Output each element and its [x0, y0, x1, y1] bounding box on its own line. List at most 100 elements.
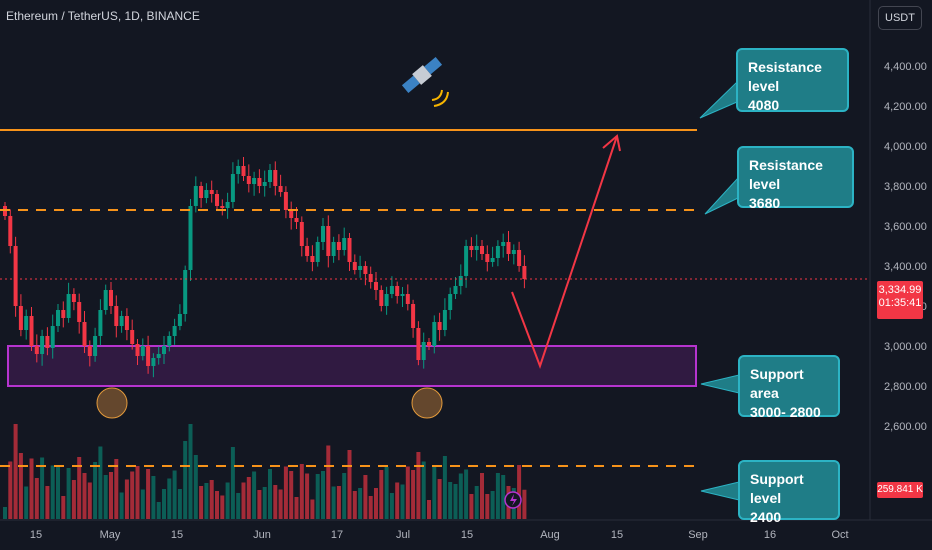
volume-bar — [336, 486, 341, 519]
volume-tag: 259.841 K — [877, 482, 923, 498]
volume-bar — [71, 480, 76, 519]
candle-body — [485, 254, 490, 262]
y-tick-label: 2,800.00 — [884, 381, 927, 393]
x-tick-label: Aug — [540, 529, 560, 541]
volume-bar — [135, 466, 140, 519]
volume-bar — [246, 477, 251, 519]
volume-bar — [411, 470, 416, 519]
candle-body — [262, 182, 267, 186]
candle-body — [458, 276, 463, 286]
candle-body — [511, 250, 516, 254]
y-tick-label: 2,600.00 — [884, 421, 927, 433]
candle-body — [289, 210, 294, 218]
volume-bar — [437, 479, 442, 519]
volume-bar — [93, 462, 98, 519]
volume-bar — [124, 479, 129, 519]
callout-resistance-3680[interactable]: Resistance level 3680 — [737, 146, 854, 211]
candle-body — [130, 330, 135, 344]
volume-bar — [77, 457, 82, 519]
y-tick-label: 4,200.00 — [884, 101, 927, 113]
candle-body — [379, 290, 384, 306]
candle-body — [93, 336, 98, 356]
x-tick-label: 15 — [30, 529, 42, 541]
volume-bar — [172, 470, 177, 519]
y-tick-label: 4,400.00 — [884, 61, 927, 73]
volume-bar — [321, 471, 325, 519]
volume-bar — [480, 473, 484, 519]
volume-bar — [458, 473, 463, 519]
candle-body — [241, 166, 246, 176]
volume-bar — [315, 474, 320, 519]
currency-button[interactable]: USDT — [878, 6, 922, 30]
volume-bar — [56, 465, 60, 519]
candle-body — [98, 310, 103, 336]
candle-body — [252, 178, 257, 184]
candle-body — [103, 290, 108, 310]
candle-body — [490, 258, 495, 262]
last-price-tag: 3,334.99 01:35:41 — [877, 281, 923, 319]
candle-body — [310, 256, 315, 262]
volume-bar — [146, 469, 151, 519]
callout-resistance-4080[interactable]: Resistance level 4080 — [736, 48, 849, 113]
callout-pointer — [699, 80, 738, 119]
x-tick-label: 15 — [611, 529, 623, 541]
candle-body — [342, 238, 347, 250]
candle-body — [442, 310, 447, 330]
volume-bar — [103, 475, 108, 519]
candle-body — [109, 290, 113, 306]
volume-bar — [347, 450, 352, 519]
candle-body — [151, 358, 156, 366]
volume-bar — [294, 497, 299, 519]
callout-value: 4080 — [748, 97, 780, 113]
candle-body — [411, 304, 416, 328]
candle-body — [331, 242, 336, 256]
candle-body — [347, 238, 352, 262]
callout-support-level[interactable]: Support level 2400 — [738, 460, 840, 525]
candle-body — [177, 314, 182, 326]
candle-body — [326, 226, 331, 256]
volume-bar — [241, 482, 246, 519]
volume-bar — [363, 475, 368, 519]
candle-body — [437, 322, 442, 330]
volume-bar — [225, 482, 230, 519]
support-zone — [7, 345, 697, 387]
candle-body — [495, 246, 500, 258]
candle-body — [77, 302, 82, 322]
volume-bar — [283, 466, 288, 519]
callout-label: Support level — [750, 471, 804, 506]
candle-body — [71, 294, 76, 302]
x-tick-label: May — [100, 529, 121, 541]
volume-bar — [18, 453, 23, 519]
volume-bar — [352, 491, 357, 519]
candle-body — [368, 274, 373, 282]
volume-bar — [395, 482, 400, 519]
callout-pointer — [700, 481, 740, 501]
volume-bar — [209, 480, 214, 519]
volume-bar — [273, 485, 278, 519]
volume-bar — [464, 469, 469, 519]
last-price: 3,334.99 — [878, 284, 922, 296]
callout-label: Resistance level — [749, 157, 823, 192]
candle-body — [469, 246, 474, 250]
volume-bar — [82, 473, 87, 519]
volume-bar — [474, 486, 479, 519]
volume-bar — [517, 465, 522, 519]
candle-body — [448, 294, 453, 310]
lightning-bolt — [510, 494, 517, 506]
volume-bar — [29, 458, 34, 519]
volume-bar — [34, 478, 39, 519]
volume-bar — [13, 424, 18, 519]
candle-countdown: 01:35:41 — [878, 297, 922, 309]
volume-bar — [501, 475, 506, 519]
volume-bar — [326, 445, 331, 519]
satellite-icon — [401, 57, 443, 93]
callout-support-area[interactable]: Support area 3000- 2800 — [738, 355, 840, 420]
callout-label: Support area — [750, 366, 804, 401]
volume-bar — [485, 494, 490, 519]
volume-bar — [162, 489, 166, 519]
candle-body — [299, 222, 304, 246]
candle-body — [225, 202, 230, 208]
candle-body — [315, 242, 320, 262]
volume-bar — [421, 461, 426, 519]
